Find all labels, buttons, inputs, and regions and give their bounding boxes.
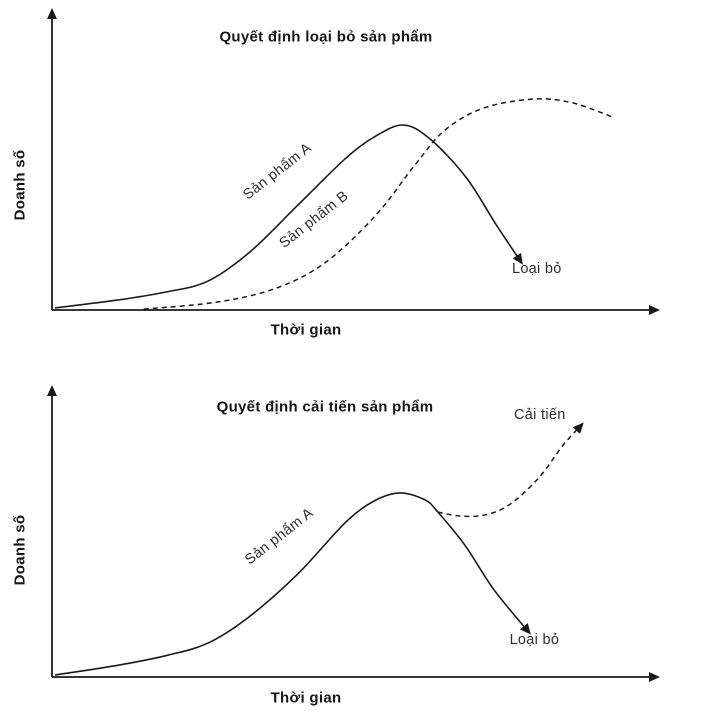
chart-2-plot: Sản phẩm A Cải tiến Loại bỏ [47,385,660,682]
series-cai-tien [437,422,584,518]
annotation-loai-bo: Loại bỏ [510,632,560,648]
series-san-pham-a [54,124,523,309]
annotation-san-pham-b: Sản phẩm B [277,188,352,252]
chart2-title: Quyết định cải tiến sản phẩm [216,398,434,416]
annotation-san-pham-a: Sản phẩm A [240,140,314,203]
chart1-y-axis-label: Doanh số [11,149,29,221]
annotation-loai-bo: Loại bỏ [512,261,562,277]
annotation-san-pham-a: Sản phẩm A [242,505,316,568]
chart1-x-axis-label: Thời gian [270,321,342,339]
series-san-pham-a [54,492,531,676]
chart2-y-axis-label: Doanh số [11,514,29,586]
chart1-title: Quyết định loại bỏ sản phẩm [219,28,433,46]
chart2-x-axis-label: Thời gian [270,689,342,707]
annotation-cai-tien: Cải tiến [514,407,566,423]
